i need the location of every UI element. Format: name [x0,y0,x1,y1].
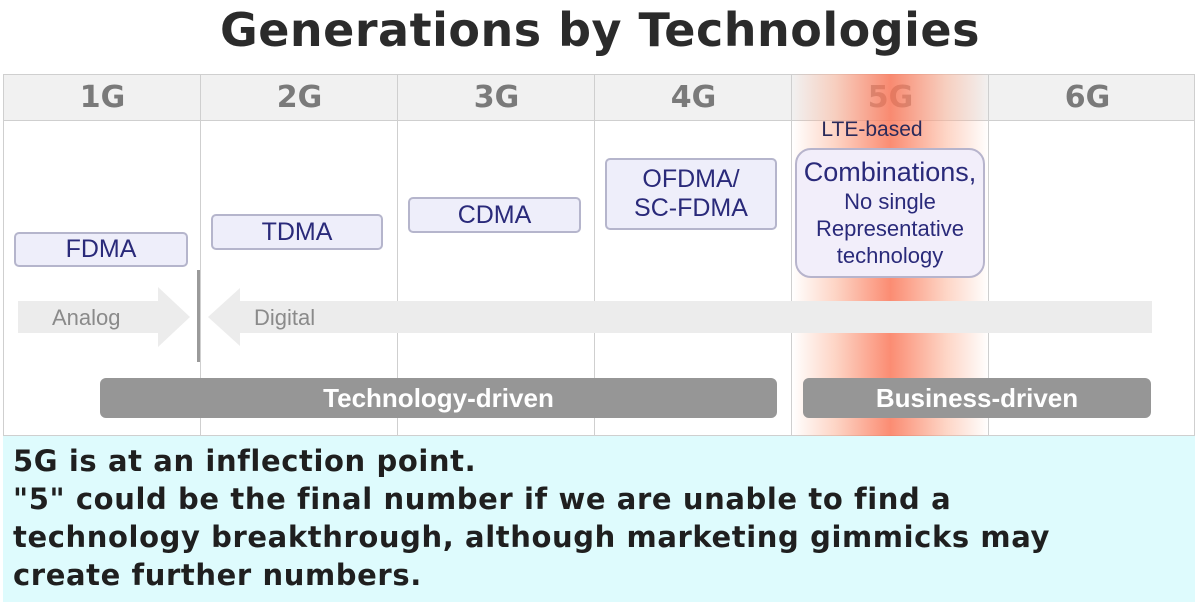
note-line-3: technology breakthrough, although market… [13,520,1051,554]
column-divider [791,75,792,435]
column-divider [397,75,398,435]
inflection-note: 5G is at an inflection point. "5" could … [3,436,1195,602]
column-divider [594,75,595,435]
business-driven-bar: Business-driven [803,378,1151,418]
digital-label: Digital [254,305,316,330]
tech-box-tdma: TDMA [211,214,383,250]
gen-header-2g: 2G [276,80,323,115]
technology-driven-bar: Technology-driven [100,378,777,418]
tech-label-ofdma: OFDMA/ [642,165,740,193]
tech-label-cdma: CDMA [457,200,532,229]
page-title: Generations by Technologies [219,3,981,57]
note-line-2: "5" could be the final number if we are … [13,482,952,516]
lte-based-label: LTE-based [821,118,923,141]
gen-header-1g: 1G [79,80,126,115]
digital-arrowhead [208,288,240,346]
column-divider [200,75,201,435]
note-line-4: create further numbers. [13,558,422,592]
note-line-1: 5G is at an inflection point. [13,444,477,478]
combo-line-representative: Representative [816,216,964,241]
combo-line-no-single: No single [844,189,936,214]
analog-arrow [18,287,190,347]
tech-label-tdma: TDMA [261,217,333,246]
gen-header-4g: 4G [670,80,717,115]
tech-box-fdma: FDMA [14,232,188,267]
tech-label-sc-fdma: SC-FDMA [634,194,748,222]
gen-header-3g: 3G [473,80,520,115]
tech-label-fdma: FDMA [65,235,137,263]
tech-box-ofdma: OFDMA/ SC-FDMA [605,158,777,230]
gen-header-6g: 6G [1064,80,1111,115]
combo-line-technology: technology [836,243,944,268]
combo-line-combinations: Combinations, [803,157,977,187]
analog-digital-divider [197,270,200,362]
digital-arrow-body [236,301,1152,333]
analog-label: Analog [52,305,121,330]
tech-box-cdma: CDMA [408,197,581,233]
tech-box-combinations: Combinations, No single Representative t… [795,148,985,278]
